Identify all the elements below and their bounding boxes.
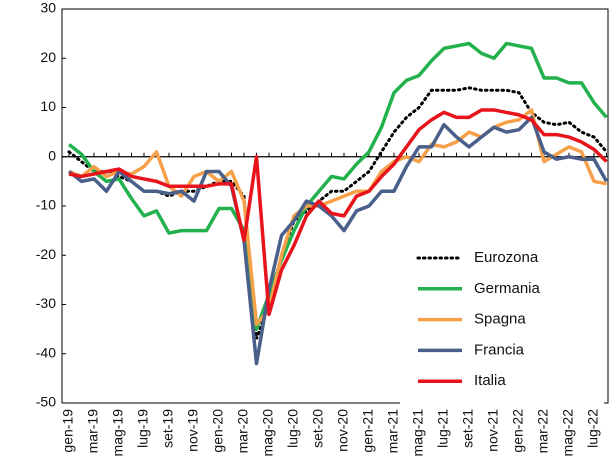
y-tick-label: -10: [36, 197, 56, 213]
x-tick-label: mar-19: [85, 409, 101, 454]
x-tick-label: set-21: [460, 409, 476, 448]
legend-label: Francia: [474, 341, 525, 358]
x-tick-label: nov-20: [335, 409, 351, 452]
x-tick-label: lug-20: [285, 409, 301, 448]
legend-label: Eurozona: [474, 249, 539, 266]
x-tick-label: lug-21: [435, 409, 451, 448]
x-tick-label: lug-22: [585, 409, 601, 448]
x-tick-label: mar-20: [235, 409, 251, 454]
x-tick-label: nov-19: [185, 409, 201, 452]
legend-label: Germania: [474, 280, 541, 297]
y-tick-label: -50: [36, 394, 56, 410]
legend: Eurozona Germania Spagna Francia Italia: [400, 242, 604, 404]
series-line: [67, 115, 609, 366]
legend-label: Spagna: [474, 311, 526, 328]
y-tick-label: 30: [40, 0, 56, 16]
x-tick-label: set-19: [160, 409, 176, 448]
x-tick-label: mar-22: [535, 409, 551, 454]
y-tick-label: -20: [36, 246, 56, 262]
series-line: [68, 108, 608, 317]
y-tick-label: 10: [40, 98, 56, 114]
legend-box: [400, 242, 604, 404]
series-line: [67, 41, 608, 331]
legend-label: Italia: [474, 372, 506, 389]
x-tick-label: mag-20: [260, 409, 276, 457]
x-tick-label: gen-19: [60, 409, 76, 453]
x-tick-label: nov-21: [485, 409, 501, 452]
y-tick-label: -30: [36, 295, 56, 311]
y-tick-label: 20: [40, 49, 56, 65]
x-tick-label: mag-22: [560, 409, 576, 457]
x-tick-label: gen-22: [510, 409, 526, 453]
y-tick-label: 0: [48, 147, 56, 163]
x-tick-label: mag-21: [410, 409, 426, 457]
x-tick-label: gen-20: [210, 409, 226, 453]
y-tick-label: -40: [36, 344, 56, 360]
x-tick-label: set-20: [310, 409, 326, 448]
x-tick-label: lug-19: [135, 409, 151, 448]
x-tick-label: gen-21: [360, 409, 376, 453]
series-line: [68, 108, 607, 326]
x-tick-label: mag-19: [110, 409, 126, 457]
x-tick-label: mar-21: [385, 409, 401, 454]
